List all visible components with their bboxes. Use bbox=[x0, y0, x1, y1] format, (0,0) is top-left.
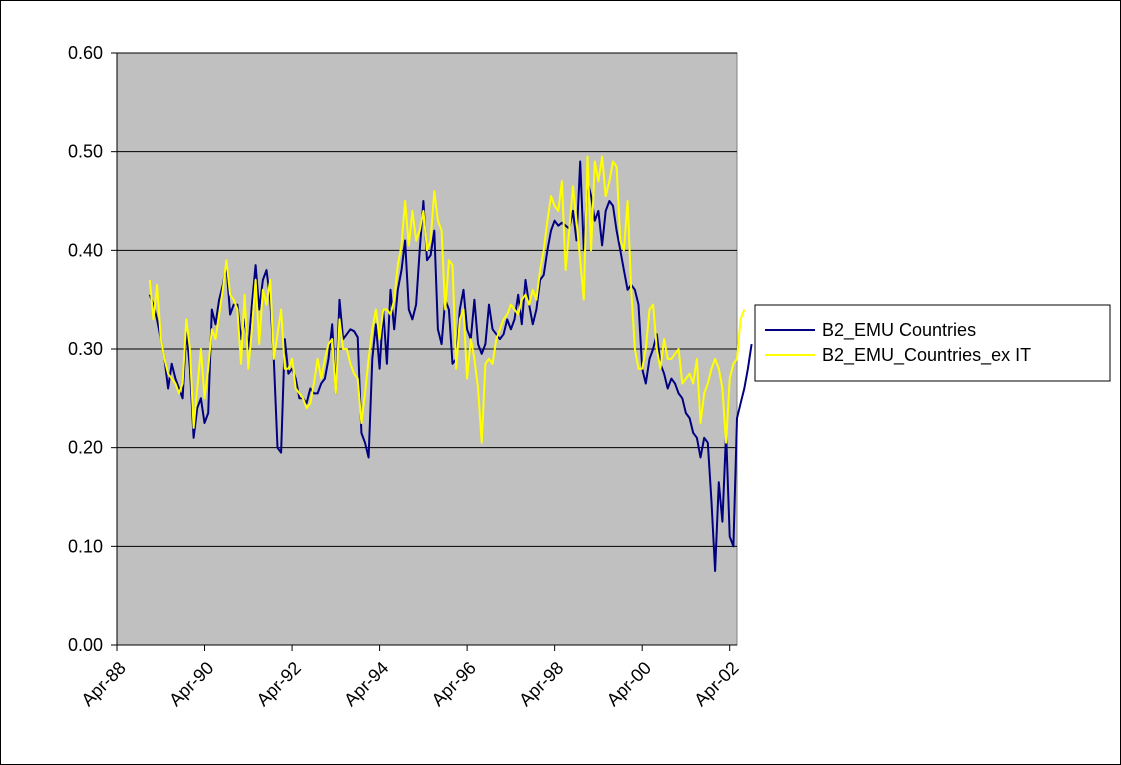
x-tick-label: Apr-90 bbox=[165, 658, 217, 710]
x-tick-label: Apr-88 bbox=[77, 658, 129, 710]
y-tick-label: 0.50 bbox=[68, 142, 103, 162]
legend-label: B2_EMU_Countries_ex IT bbox=[822, 345, 1031, 366]
x-tick-label: Apr-96 bbox=[428, 658, 480, 710]
x-tick-label: Apr-02 bbox=[690, 658, 742, 710]
y-tick-label: 0.20 bbox=[68, 438, 103, 458]
legend-box bbox=[754, 304, 1111, 382]
series-lines bbox=[148, 155, 753, 572]
legend-label: B2_EMU Countries bbox=[822, 320, 976, 341]
gridlines bbox=[117, 52, 737, 547]
x-tick-label: Apr-98 bbox=[515, 658, 567, 710]
x-tick-label: Apr-00 bbox=[603, 658, 655, 710]
y-tick-label: 0.40 bbox=[68, 240, 103, 260]
y-axis-ticks: 0.00 0.10 0.20 0.30 0.40 0.50 0.60 bbox=[68, 43, 117, 655]
series-line-2 bbox=[148, 155, 746, 444]
series-line-1 bbox=[148, 160, 753, 572]
x-axis-ticks: Apr-88 Apr-90 Apr-92 Apr-94 Apr-96 Apr-98 Apr-… bbox=[77, 645, 743, 710]
legend: B2_EMU Countries B2_EMU_Countries_ex IT bbox=[754, 304, 1111, 382]
x-tick-label: Apr-94 bbox=[340, 658, 392, 710]
y-tick-label: 0.10 bbox=[68, 536, 103, 556]
y-tick-label: 0.00 bbox=[68, 635, 103, 655]
y-tick-label: 0.60 bbox=[68, 43, 103, 63]
x-tick-label: Apr-92 bbox=[253, 658, 305, 710]
y-tick-label: 0.30 bbox=[68, 339, 103, 359]
